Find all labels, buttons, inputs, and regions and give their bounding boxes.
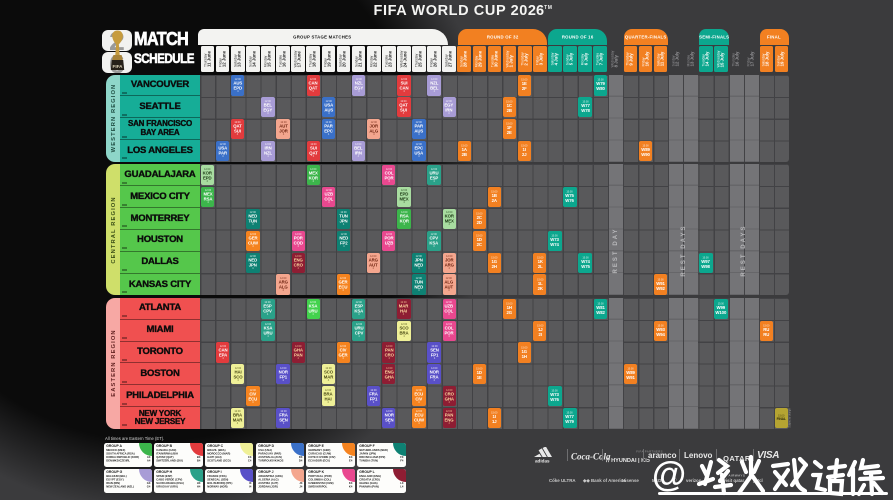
svg-text:FIFA: FIFA — [113, 64, 124, 69]
svg-text:adidas: adidas — [535, 458, 550, 463]
